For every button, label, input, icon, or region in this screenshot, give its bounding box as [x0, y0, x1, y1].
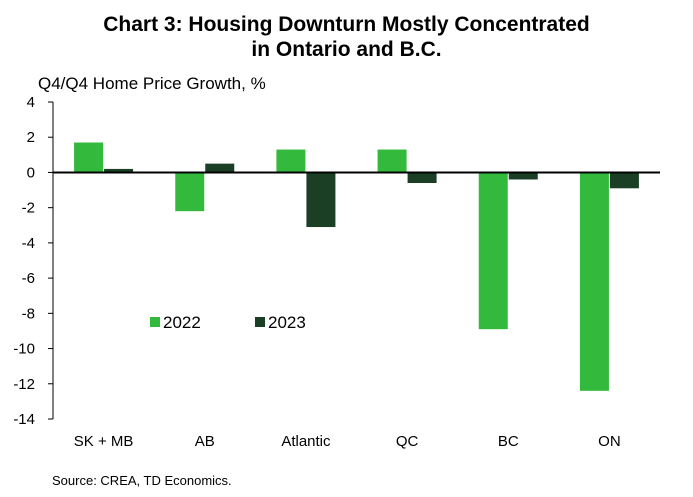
bar-2022-qc	[377, 149, 407, 173]
y-axis-label: Q4/Q4 Home Price Growth, %	[38, 74, 266, 93]
y-tick-label: 4	[27, 94, 35, 111]
chart-title: Chart 3: Housing Downturn Mostly Concent…	[0, 12, 693, 62]
x-tick-label: AB	[195, 433, 215, 450]
bar-2022-bc	[478, 172, 508, 330]
y-tick-label: -6	[22, 270, 35, 287]
y-tick-label: -8	[22, 305, 35, 322]
legend-label-2023: 2023	[268, 313, 306, 332]
bar-2023-qc	[407, 172, 437, 184]
x-tick-label: QC	[396, 433, 419, 450]
bar-2023-atlantic	[306, 172, 336, 228]
y-tick-label: -4	[22, 235, 35, 252]
legend-swatch-2022	[150, 317, 160, 327]
bar-2022-sk-mb	[74, 142, 104, 173]
x-tick-label: Atlantic	[281, 433, 331, 450]
legend-label-2022: 2022	[163, 313, 201, 332]
x-tick-label: SK + MB	[74, 433, 134, 450]
chart-title-line-1: Chart 3: Housing Downturn Mostly Concent…	[103, 13, 590, 36]
y-tick-label: -12	[13, 376, 35, 393]
bar-2022-on	[579, 172, 609, 391]
x-tick-label: BC	[498, 433, 519, 450]
bar-2023-bc	[508, 172, 538, 180]
legend-swatch-2023	[255, 317, 265, 327]
bar-2022-ab	[175, 172, 205, 212]
bar-2023-ab	[205, 163, 235, 173]
y-tick-label: 0	[27, 164, 35, 181]
bar-2023-sk-mb	[104, 168, 134, 173]
x-tick-label: ON	[598, 433, 621, 450]
y-tick-label: -10	[13, 341, 35, 358]
y-tick-label: -14	[13, 411, 35, 428]
bar-2022-atlantic	[276, 149, 306, 173]
y-tick-label: -2	[22, 200, 35, 217]
y-tick-label: 2	[27, 129, 35, 146]
chart-title-line-2: in Ontario and B.C.	[251, 38, 442, 61]
bar-2023-on	[609, 172, 639, 189]
source-note: Source: CREA, TD Economics.	[52, 473, 232, 488]
